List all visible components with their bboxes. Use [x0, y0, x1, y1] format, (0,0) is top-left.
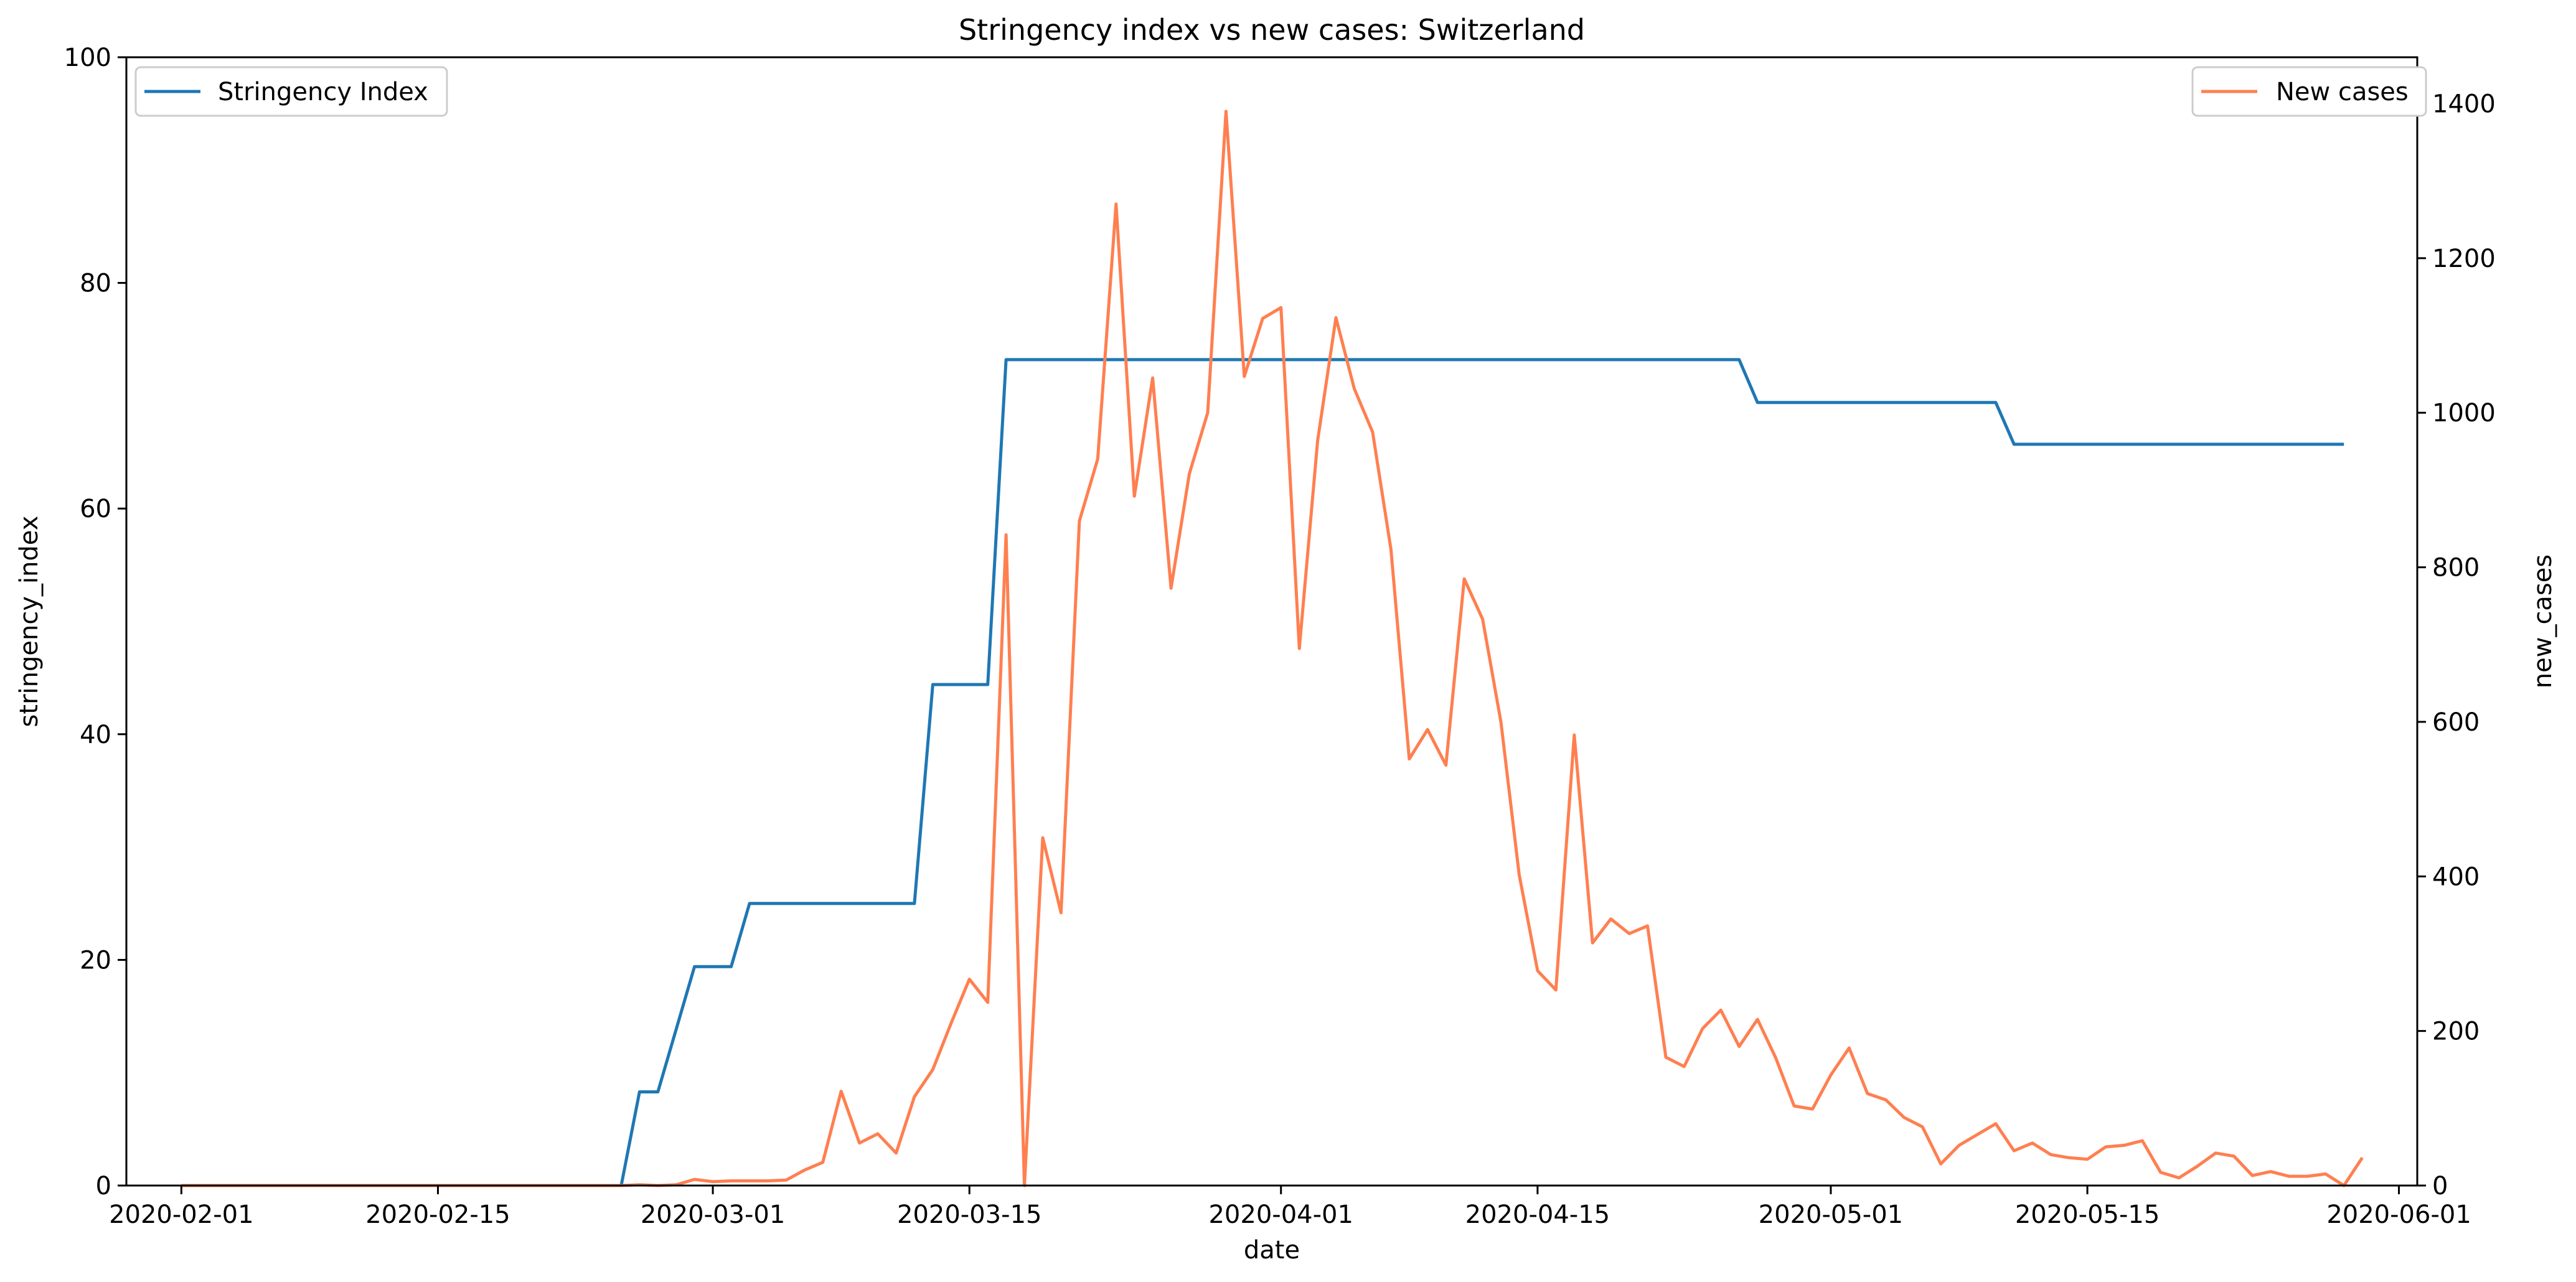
legend-label-stringency: Stringency Index — [218, 78, 428, 106]
y-tick-label-left: 20 — [80, 946, 111, 975]
x-tick-label: 2020-02-01 — [109, 1200, 253, 1229]
y-axis-label-left: stringency_index — [15, 516, 44, 728]
y-tick-label-right: 800 — [2432, 554, 2480, 583]
plot-frame — [125, 56, 2419, 1187]
legend-label-new-cases: New cases — [2276, 78, 2409, 106]
legend-new-cases: New cases — [2191, 66, 2427, 117]
y-tick-label-left: 40 — [80, 721, 111, 749]
series-layer — [181, 110, 2364, 1187]
x-tick-label: 2020-03-01 — [641, 1200, 785, 1229]
series-line-stringency-index — [181, 358, 2344, 1187]
y-tick-label-left: 0 — [96, 1172, 111, 1200]
chart-title: Stringency index vs new cases: Switzerla… — [959, 13, 1585, 47]
y-tick-label-left: 80 — [80, 269, 111, 298]
y-tick-label-right: 200 — [2432, 1018, 2480, 1046]
y-tick-label-left: 60 — [80, 495, 111, 523]
y-tick-label-right: 600 — [2432, 708, 2480, 737]
x-tick-label: 2020-03-15 — [897, 1200, 1041, 1229]
x-axis-label: date — [1244, 1236, 1300, 1265]
y-tick-label-right: 0 — [2432, 1172, 2448, 1200]
axis-layer: 2020-02-01 2020-02-15 2020-03-01 2020-03-15… — [64, 44, 2496, 1229]
legend-box — [2191, 66, 2427, 117]
legend-box — [134, 66, 448, 117]
x-tick-label: 2020-05-15 — [2015, 1200, 2160, 1229]
x-tick-label: 2020-05-01 — [1759, 1200, 1903, 1229]
y-tick-label-right: 400 — [2432, 863, 2480, 891]
x-tick-label: 2020-04-15 — [1465, 1200, 1610, 1229]
x-tick-label: 2020-02-15 — [365, 1200, 510, 1229]
x-tick-label: 2020-06-01 — [2326, 1200, 2471, 1229]
legend-stringency: Stringency Index — [134, 66, 448, 117]
x-tick-label: 2020-04-01 — [1208, 1200, 1353, 1229]
y-tick-label-right: 1000 — [2432, 399, 2496, 428]
y-tick-label-right: 1200 — [2432, 245, 2496, 273]
series-line-new-cases — [181, 110, 2364, 1187]
y-tick-label-left: 100 — [64, 44, 111, 72]
y-axis-label-right: new_cases — [2529, 554, 2557, 688]
y-tick-label-right: 1400 — [2432, 90, 2496, 119]
